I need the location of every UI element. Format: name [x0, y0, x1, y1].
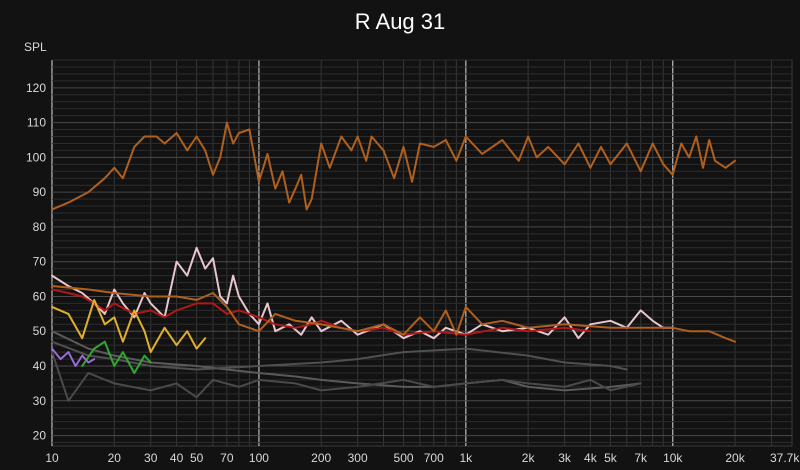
chart-title: R Aug 31 [355, 9, 446, 34]
x-axis-ticks: 10 20 30 40 50 70 100 200 300 500 700 1k 2k 3k 4k 5k 7k 1… [45, 451, 800, 465]
x-tick-label: 50 [190, 451, 204, 465]
y-axis-label: SPL [24, 40, 47, 54]
x-tick-label: 40 [170, 451, 184, 465]
x-tick-label: 10 [45, 451, 59, 465]
x-tick-label: 37.7kHz [770, 451, 800, 465]
y-tick-label: 100 [26, 150, 46, 164]
x-tick-label: 5k [604, 451, 618, 465]
series-line-orange-response [51, 285, 736, 343]
series-line-main-response [51, 121, 736, 211]
x-tick-label: 300 [348, 451, 368, 465]
series-line-pink-response [51, 246, 674, 340]
series-line-red-response [51, 288, 592, 336]
x-tick-label: 7k [634, 451, 648, 465]
series-line-grey-b [51, 351, 642, 402]
x-tick-label: 20k [725, 451, 745, 465]
series-line-yellow-response [51, 298, 207, 354]
x-tick-label: 20 [108, 451, 122, 465]
y-tick-label: 30 [33, 394, 47, 408]
x-tick-label: 70 [220, 451, 234, 465]
x-tick-label: 1k [459, 451, 473, 465]
x-tick-label: 500 [394, 451, 414, 465]
y-tick-label: 60 [33, 289, 47, 303]
x-tick-label: 200 [311, 451, 331, 465]
y-tick-label: 40 [33, 359, 47, 373]
x-tick-label: 3k [558, 451, 572, 465]
y-tick-label: 80 [33, 220, 47, 234]
series-group [51, 121, 736, 402]
x-tick-label: 700 [424, 451, 444, 465]
x-tick-label: 100 [249, 451, 269, 465]
y-tick-label: 120 [26, 81, 46, 95]
y-axis-ticks: 20 30 40 50 60 70 80 90 100 110 120 [26, 81, 46, 443]
x-tick-label: 10k [663, 451, 683, 465]
series-line-purple-response [51, 347, 96, 367]
x-tick-label: 2k [522, 451, 536, 465]
y-tick-label: 20 [33, 429, 47, 443]
x-tick-label: 30 [144, 451, 158, 465]
y-tick-label: 70 [33, 255, 47, 269]
series-line-green-response [81, 340, 152, 374]
grid [51, 59, 792, 446]
series-line-grey-c [51, 340, 628, 371]
y-tick-label: 90 [33, 185, 47, 199]
y-tick-label: 50 [33, 324, 47, 338]
y-tick-label: 110 [27, 116, 46, 130]
x-tick-label: 4k [584, 451, 598, 465]
series-line-grey-a [51, 330, 642, 392]
